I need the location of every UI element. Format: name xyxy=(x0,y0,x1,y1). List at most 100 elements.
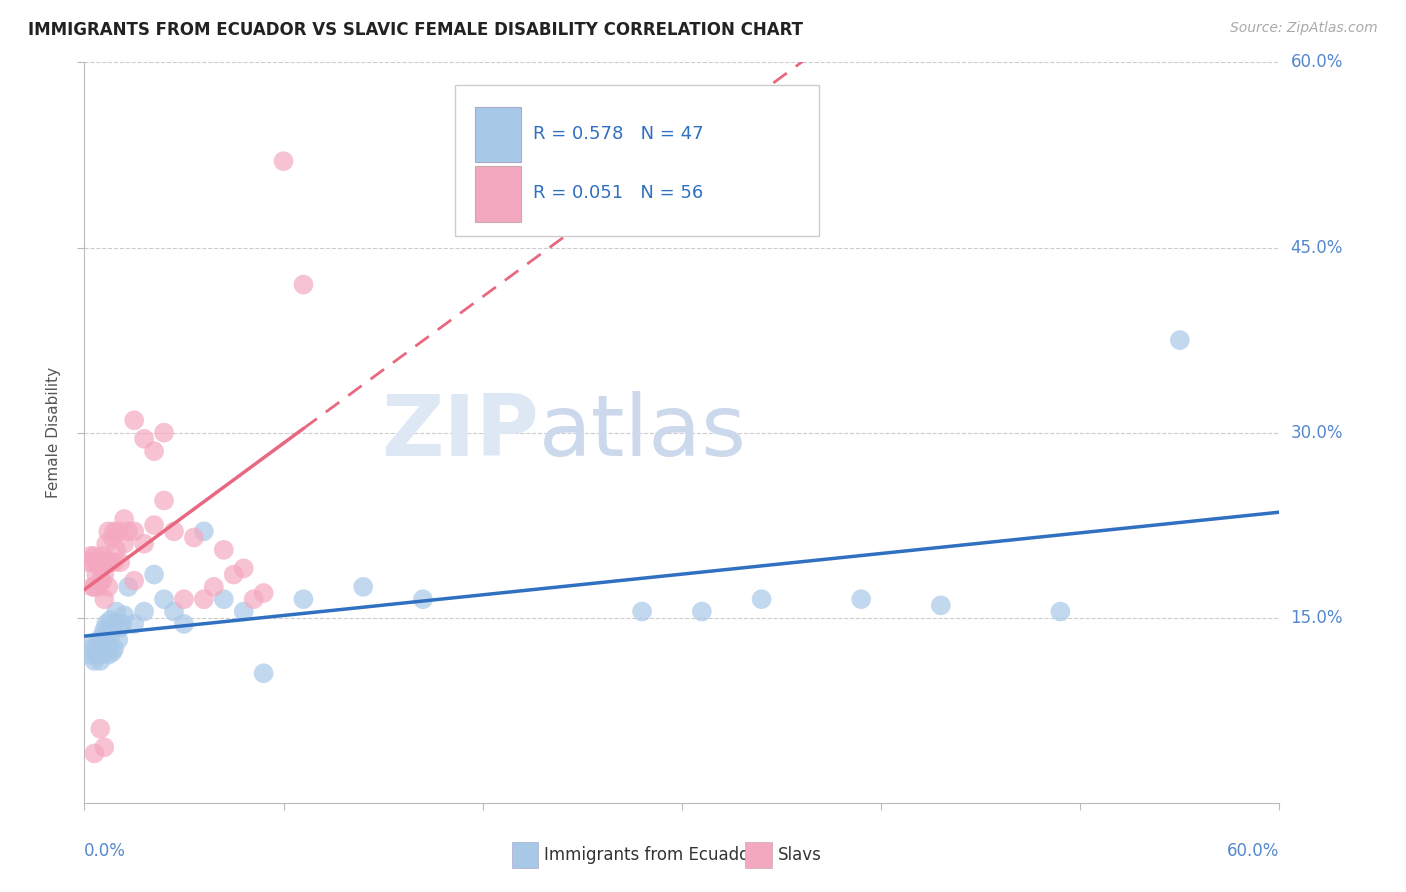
Point xyxy=(412,592,434,607)
Point xyxy=(103,641,125,656)
Point xyxy=(851,592,873,607)
Point xyxy=(173,592,195,607)
Point xyxy=(93,641,115,656)
Point xyxy=(83,635,105,649)
Point xyxy=(96,555,118,569)
Point xyxy=(87,580,110,594)
FancyBboxPatch shape xyxy=(456,85,820,236)
Point xyxy=(89,654,111,668)
Point xyxy=(93,567,115,582)
Point xyxy=(91,641,114,656)
Point xyxy=(212,542,235,557)
Point xyxy=(103,555,125,569)
Point xyxy=(82,555,104,569)
FancyBboxPatch shape xyxy=(745,842,772,868)
Point xyxy=(83,747,105,761)
Text: Source: ZipAtlas.com: Source: ZipAtlas.com xyxy=(1230,21,1378,35)
Point xyxy=(193,524,215,539)
Point xyxy=(105,542,128,557)
FancyBboxPatch shape xyxy=(475,107,520,162)
Text: IMMIGRANTS FROM ECUADOR VS SLAVIC FEMALE DISABILITY CORRELATION CHART: IMMIGRANTS FROM ECUADOR VS SLAVIC FEMALE… xyxy=(28,21,803,38)
Point xyxy=(163,605,186,619)
Point xyxy=(101,531,124,545)
Text: 60.0%: 60.0% xyxy=(1291,54,1343,71)
Point xyxy=(1168,333,1191,347)
Point xyxy=(83,580,105,594)
Y-axis label: Female Disability: Female Disability xyxy=(46,367,62,499)
Point xyxy=(77,555,100,569)
Point xyxy=(163,524,186,539)
Point xyxy=(253,666,276,681)
Point xyxy=(143,567,166,582)
Text: 30.0%: 30.0% xyxy=(1291,424,1343,442)
Point xyxy=(631,605,654,619)
Point xyxy=(242,592,264,607)
Text: Immigrants from Ecuador: Immigrants from Ecuador xyxy=(544,846,756,864)
Point xyxy=(105,605,128,619)
Point xyxy=(273,154,295,169)
Point xyxy=(89,648,111,662)
Point xyxy=(153,493,176,508)
Point xyxy=(86,567,108,582)
Point xyxy=(97,641,120,656)
Text: ZIP: ZIP xyxy=(381,391,538,475)
Point xyxy=(83,549,105,563)
Point xyxy=(103,616,125,631)
Text: 45.0%: 45.0% xyxy=(1291,238,1343,257)
Point xyxy=(111,616,134,631)
Point xyxy=(132,605,156,619)
Point xyxy=(97,555,120,569)
Point xyxy=(97,580,120,594)
FancyBboxPatch shape xyxy=(475,166,520,221)
Point xyxy=(112,512,135,526)
Point xyxy=(122,413,145,427)
Point xyxy=(82,580,104,594)
Point xyxy=(112,536,135,550)
Point xyxy=(122,574,145,588)
Point xyxy=(1049,605,1071,619)
Text: Slavs: Slavs xyxy=(778,846,821,864)
Point xyxy=(86,648,108,662)
Point xyxy=(101,645,124,659)
Point xyxy=(352,580,374,594)
Point xyxy=(292,277,315,292)
Point xyxy=(93,592,115,607)
Point xyxy=(110,621,132,635)
Point xyxy=(292,592,315,607)
Point xyxy=(96,616,118,631)
Point xyxy=(97,648,120,662)
Point xyxy=(91,574,114,588)
Point xyxy=(117,580,139,594)
Point xyxy=(117,524,139,539)
Point xyxy=(103,524,125,539)
Text: 0.0%: 0.0% xyxy=(84,842,127,860)
Point xyxy=(87,555,110,569)
Point xyxy=(143,444,166,458)
Point xyxy=(96,536,118,550)
Text: 60.0%: 60.0% xyxy=(1227,842,1279,860)
Point xyxy=(91,549,114,563)
Point xyxy=(153,425,176,440)
Point xyxy=(87,635,110,649)
Point xyxy=(202,580,225,594)
Point xyxy=(83,654,105,668)
Point xyxy=(79,549,101,563)
Point xyxy=(91,629,114,643)
Point xyxy=(112,608,135,623)
FancyBboxPatch shape xyxy=(512,842,538,868)
Point xyxy=(751,592,773,607)
Text: R = 0.051   N = 56: R = 0.051 N = 56 xyxy=(533,185,703,202)
Text: 15.0%: 15.0% xyxy=(1291,608,1343,627)
Point xyxy=(173,616,195,631)
Point xyxy=(107,632,129,647)
Point xyxy=(122,524,145,539)
Point xyxy=(183,531,205,545)
Point xyxy=(143,518,166,533)
Point xyxy=(89,722,111,736)
Point xyxy=(98,555,121,569)
Point xyxy=(97,524,120,539)
Point xyxy=(253,586,276,600)
Point xyxy=(132,432,156,446)
Text: R = 0.578   N = 47: R = 0.578 N = 47 xyxy=(533,125,703,144)
Point xyxy=(222,567,245,582)
